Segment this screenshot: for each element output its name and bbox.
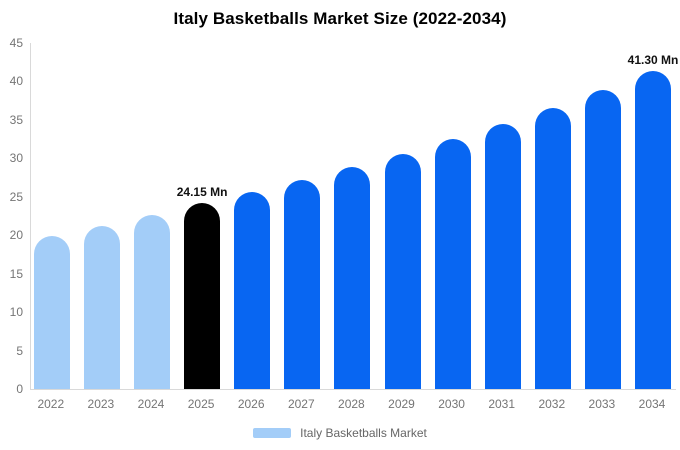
y-tick-10: 10: [9, 305, 23, 320]
y-tick-15: 15: [9, 266, 23, 281]
x-label-2031: 2031: [488, 397, 516, 411]
legend-swatch: [253, 428, 292, 438]
x-label-2025: 2025: [187, 397, 215, 411]
y-tick-25: 25: [9, 189, 23, 204]
x-label-2030: 2030: [438, 397, 465, 411]
bar-2022: [33, 236, 70, 389]
bar-2024: [134, 215, 170, 389]
x-label-2026: 2026: [237, 397, 265, 411]
bar-2032: [534, 107, 571, 389]
legend: Italy Basketballs Market: [0, 426, 680, 440]
bar-value-label-2025: 24.15 Mn: [176, 185, 228, 200]
x-label-2028: 2028: [338, 397, 365, 411]
x-label-2027: 2027: [287, 397, 315, 411]
x-label-2024: 2024: [137, 397, 165, 411]
y-tick-0: 0: [16, 382, 23, 396]
bar-2033: [584, 89, 621, 389]
y-tick-5: 5: [16, 343, 23, 358]
y-tick-45: 45: [9, 36, 23, 50]
bar-2029: [384, 153, 421, 389]
bar-2023: [83, 226, 120, 389]
y-tick-20: 20: [9, 228, 23, 243]
bar-2027: [284, 179, 321, 389]
y-tick-40: 40: [9, 74, 23, 89]
bar-2028: [334, 166, 371, 389]
x-label-2023: 2023: [87, 397, 115, 411]
y-tick-30: 30: [9, 151, 23, 166]
y-axis: 0 5 10 15 20 25 30 35 40 45: [0, 37, 23, 395]
x-label-2032: 2032: [538, 397, 566, 411]
y-tick-35: 35: [9, 112, 23, 127]
x-label-2029: 2029: [388, 397, 415, 411]
x-label-2034: 2034: [638, 397, 666, 411]
bar-2026: [234, 192, 271, 389]
bar-2031: [484, 123, 521, 389]
bar-2034: [635, 71, 671, 389]
x-label-2022: 2022: [37, 397, 65, 411]
plot-area: 24.15 Mn 41.30 Mn: [30, 43, 679, 390]
x-axis: 2022 2023 2024 2025 2026 2027 2028 2029 2030 2031…: [30, 397, 675, 413]
bar-2030: [434, 139, 471, 389]
bar-value-label-2034: 41.30 Mn: [627, 53, 679, 68]
x-label-2033: 2033: [588, 397, 616, 411]
legend-label: Italy Basketballs Market: [300, 426, 427, 440]
chart-title: Italy Basketballs Market Size (2022-2034…: [173, 9, 507, 28]
bar-2025: [184, 203, 221, 389]
